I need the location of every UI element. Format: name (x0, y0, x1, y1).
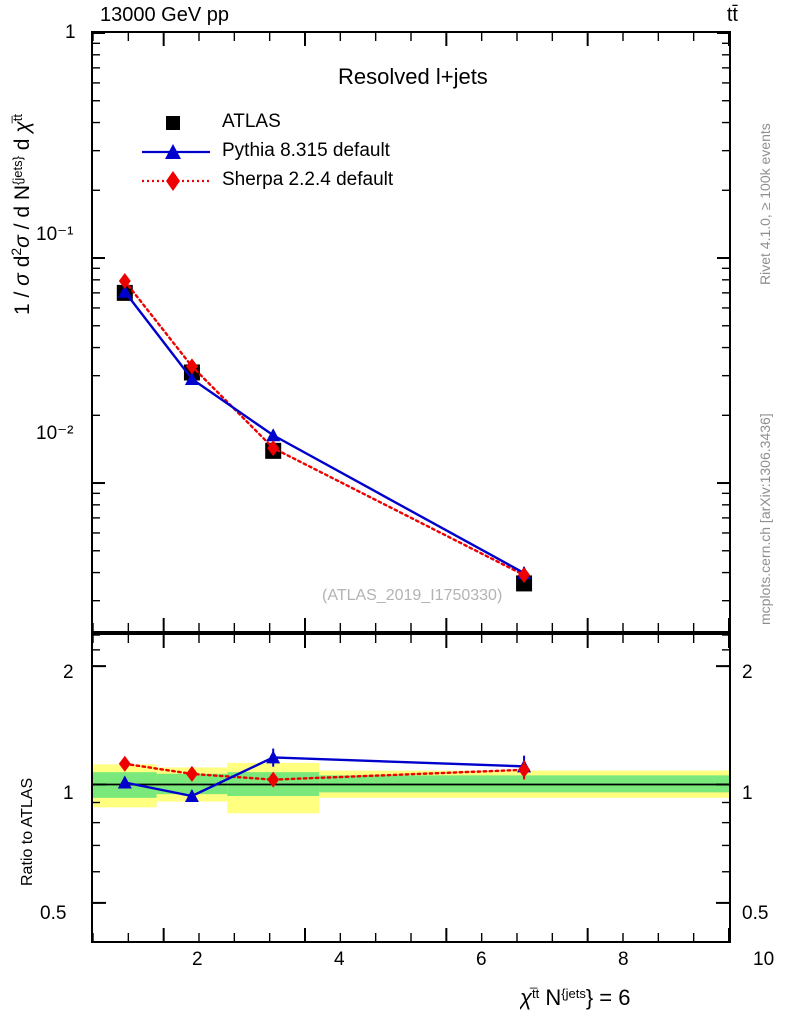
main-plot-panel (91, 31, 731, 633)
sherpa-marker-icon (140, 166, 214, 195)
x-axis-label: χt̅t N{jets} = 6 (520, 975, 760, 1015)
ratio-y-axis-label: Ratio to ATLAS (14, 690, 38, 890)
ratio-ytick-05-left: 0.5 (40, 903, 67, 924)
xtick-4: 4 (334, 949, 345, 970)
analysis-watermark: (ATLAS_2019_I1750330) (322, 587, 503, 604)
ratio-plot-panel (91, 633, 731, 943)
svg-text:mcplots.cern.ch [arXiv:1306.34: mcplots.cern.ch [arXiv:1306.3436] (757, 413, 773, 625)
atlas-marker-icon (140, 108, 214, 137)
ratio-ytick-1-left: 1 (63, 783, 74, 804)
xtick-10: 10 (753, 949, 775, 970)
main-plot-canvas (93, 33, 729, 631)
svg-text:1 / σ d2σ / d N{jets} d χt̅t: 1 / σ d2σ / d N{jets} d χt̅t (8, 114, 34, 315)
pythia-marker-icon (140, 137, 214, 166)
legend-label-sherpa: Sherpa 2.2.4 default (222, 169, 394, 190)
svg-text:Rivet 4.1.0, ≥ 100k events: Rivet 4.1.0, ≥ 100k events (757, 123, 773, 285)
ratio-ytick-05-right: 0.5 (742, 903, 769, 924)
svg-text:Ratio to ATLAS: Ratio to ATLAS (19, 778, 36, 886)
main-ytick-1: 1 (65, 22, 76, 43)
ratio-ytick-2-left: 2 (63, 662, 74, 683)
mcplots-source-note: mcplots.cern.ch [arXiv:1306.3436] (744, 380, 784, 630)
legend-label-pythia: Pythia 8.315 default (222, 140, 390, 161)
ratio-ytick-1-right: 1 (742, 783, 753, 804)
ratio-plot-canvas (93, 635, 729, 941)
main-ytick-1e-1: 10⁻¹ (36, 224, 74, 245)
xtick-2: 2 (192, 949, 203, 970)
main-y-axis-label: 1 / σ d2σ / d N{jets} d χt̅t (4, 30, 38, 320)
xtick-8: 8 (618, 949, 629, 970)
main-ytick-1e-2: 10⁻² (36, 423, 74, 444)
legend-label-atlas: ATLAS (222, 111, 281, 132)
beam-energy-label: 13000 GeV pp (100, 4, 229, 26)
rivet-version-note: Rivet 4.1.0, ≥ 100k events (744, 30, 784, 290)
panel-title: Resolved l+jets (338, 64, 488, 89)
svg-text:χt̅t N{jets} = 6: χt̅t N{jets} = 6 (520, 985, 630, 1010)
process-label: tt̄ (726, 4, 738, 26)
xtick-6: 6 (476, 949, 487, 970)
ratio-ytick-2-right: 2 (742, 662, 753, 683)
